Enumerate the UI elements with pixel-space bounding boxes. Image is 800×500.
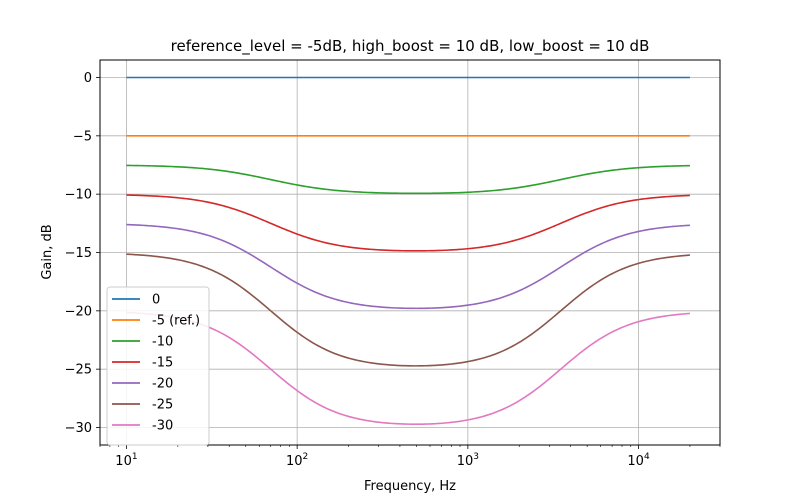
x-tick-label: 101 xyxy=(115,452,137,469)
y-tick-label: −30 xyxy=(65,421,92,436)
y-tick-label: 0 xyxy=(84,71,92,86)
x-tick-label-base: 10 xyxy=(457,454,474,469)
y-tick-label: −5 xyxy=(73,129,92,144)
legend-label: -25 xyxy=(152,398,173,413)
x-tick-label-exponent: 2 xyxy=(303,452,309,462)
x-tick-label: 103 xyxy=(457,452,479,469)
x-tick-label-base: 10 xyxy=(286,454,303,469)
legend-label: -20 xyxy=(152,377,173,392)
x-tick-label: 102 xyxy=(286,452,308,469)
x-tick-label-base: 10 xyxy=(627,454,644,469)
y-tick-label: −10 xyxy=(65,188,92,203)
series-line--15 xyxy=(126,194,690,252)
legend: 0 -5 (ref.) -10 -15 -20 -25 -30 xyxy=(106,286,210,446)
x-tick-label-exponent: 4 xyxy=(644,452,650,462)
series-line--10 xyxy=(126,164,690,195)
series-lines xyxy=(126,76,691,426)
series-line--25 xyxy=(126,253,691,367)
legend-label: -5 (ref.) xyxy=(152,314,200,329)
x-axis-label: Frequency, Hz xyxy=(364,479,456,494)
legend-label: 0 xyxy=(152,293,160,308)
legend-label: -15 xyxy=(152,356,173,371)
x-tick-label-base: 10 xyxy=(115,454,132,469)
y-tick-label: −20 xyxy=(65,304,92,319)
y-tick-label: −15 xyxy=(65,246,92,261)
series-line--20 xyxy=(126,223,690,310)
legend-box xyxy=(106,286,210,446)
x-tick-label: 104 xyxy=(627,452,650,469)
chart-title: reference_level = -5dB, high_boost = 10 … xyxy=(171,37,650,56)
x-tick-label-exponent: 3 xyxy=(473,452,479,462)
series-line--30 xyxy=(126,311,691,426)
y-axis-label: Gain, dB xyxy=(40,224,55,279)
legend-label: -30 xyxy=(152,419,173,434)
x-tick-label-exponent: 1 xyxy=(132,452,138,462)
legend-label: -10 xyxy=(152,335,173,350)
y-tick-label: −25 xyxy=(65,363,92,378)
